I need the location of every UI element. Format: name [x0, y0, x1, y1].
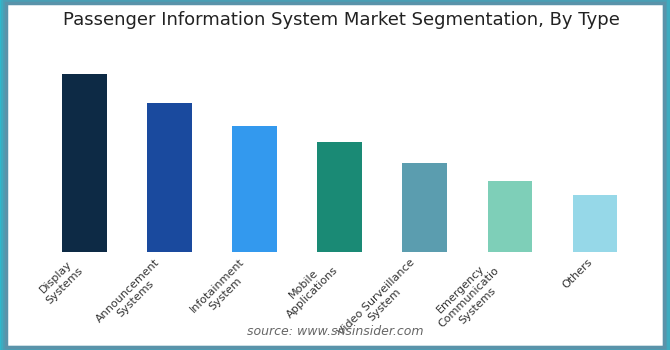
Bar — [318, 142, 362, 252]
Bar — [147, 103, 192, 252]
Bar — [403, 163, 447, 252]
Bar — [232, 126, 277, 252]
Bar — [488, 181, 532, 252]
Title: Passenger Information System Market Segmentation, By Type: Passenger Information System Market Segm… — [63, 11, 620, 29]
Bar — [573, 195, 617, 252]
Text: source: www.snsinsider.com: source: www.snsinsider.com — [247, 325, 423, 338]
Bar — [62, 74, 107, 252]
